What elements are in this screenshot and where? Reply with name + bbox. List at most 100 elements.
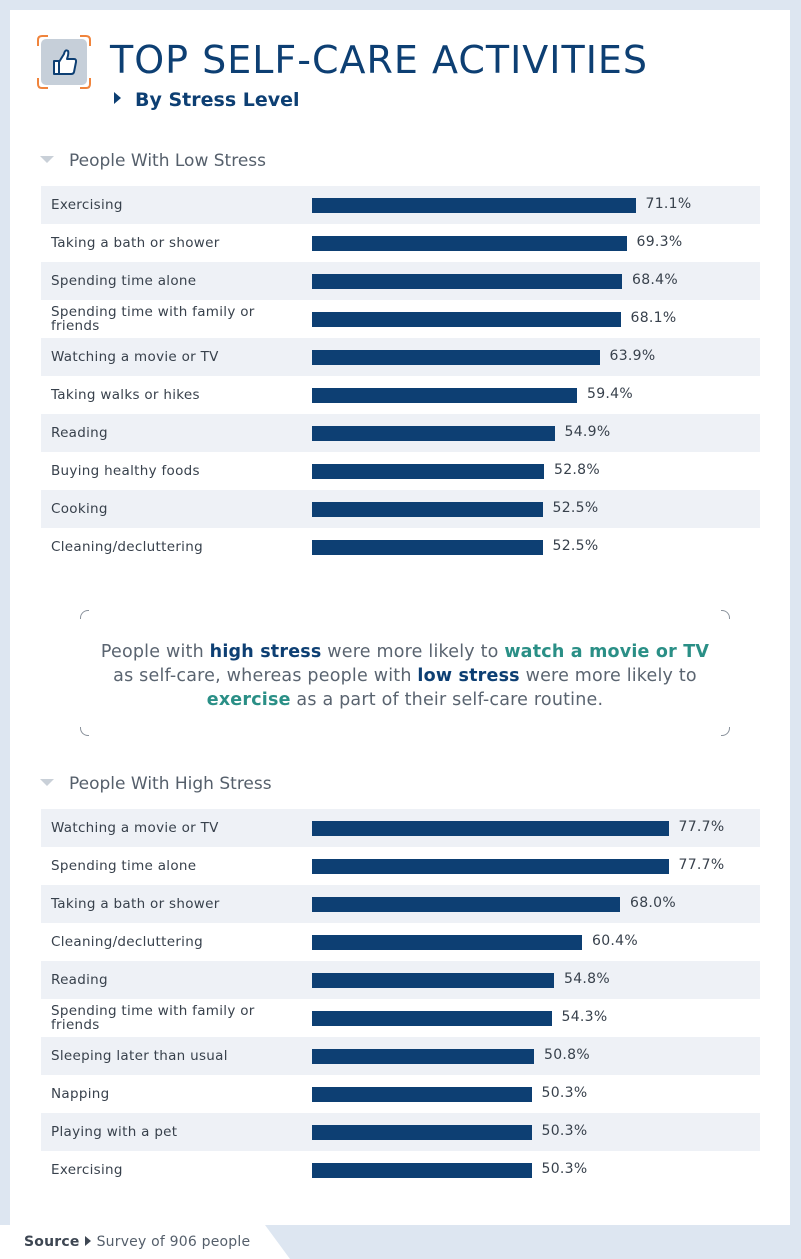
category-label: Exercising <box>51 1162 123 1178</box>
bar <box>312 859 669 874</box>
bar-row: Exercising 50.3% <box>41 1151 760 1189</box>
category-label: Spending time alone <box>51 273 197 289</box>
value-label: 77.7% <box>678 857 725 873</box>
bar-row: Exercising 71.1% <box>41 186 760 224</box>
bar <box>312 312 621 327</box>
value-label: 68.0% <box>630 895 676 911</box>
category-label: Napping <box>51 1086 110 1102</box>
category-label: Cooking <box>51 501 108 517</box>
source-footer: Source Survey of 906 people <box>0 1225 290 1259</box>
caret-down-icon <box>40 156 54 163</box>
bar <box>312 821 669 836</box>
bar <box>312 897 620 912</box>
callout-watch-tv: watch a movie or TV <box>504 642 710 662</box>
value-label: 54.9% <box>564 424 611 440</box>
category-label: Sleeping later than usual <box>51 1048 228 1064</box>
bar <box>312 1049 534 1064</box>
bar <box>312 274 622 289</box>
value-label: 68.1% <box>630 310 677 326</box>
bar <box>312 426 555 441</box>
value-label: 71.1% <box>645 196 692 212</box>
category-label: Taking a bath or shower <box>51 235 220 251</box>
value-label: 68.4% <box>632 272 678 288</box>
low-stress-chart: Exercising 71.1% Taking a bath or shower 69… <box>41 186 760 566</box>
value-label: 52.5% <box>552 500 599 516</box>
category-label: Watching a movie or TV <box>51 349 219 365</box>
value-label: 60.4% <box>592 933 638 949</box>
value-label: 63.9% <box>609 348 656 364</box>
bar-row: Spending time alone 68.4% <box>41 262 760 300</box>
high-stress-chart: Watching a movie or TV 77.7% Spending time… <box>41 809 760 1189</box>
bar <box>312 973 554 988</box>
bar <box>312 540 543 555</box>
category-label: Taking a bath or shower <box>51 896 220 912</box>
source-label: Source <box>24 1234 80 1250</box>
bar-row: Spending time with family or friends 68.1… <box>41 300 760 338</box>
category-label: Reading <box>51 425 108 441</box>
category-label: Cleaning/decluttering <box>51 539 203 555</box>
bar <box>312 464 544 479</box>
category-label: Taking walks or hikes <box>51 387 200 403</box>
bar-row: Spending time with family or friends 54.3… <box>41 999 760 1037</box>
value-label: 52.8% <box>554 462 600 478</box>
bar-row: Cooking 52.5% <box>41 490 760 528</box>
category-label: Reading <box>51 972 108 988</box>
bar <box>312 935 582 950</box>
infographic-card: TOP SELF-CARE ACTIVITIES By Stress Level… <box>10 10 790 1225</box>
category-label: Spending time with family or friends <box>51 304 255 334</box>
bar <box>312 198 636 213</box>
bar-row: Reading 54.9% <box>41 414 760 452</box>
category-label: Playing with a pet <box>51 1124 178 1140</box>
category-label: Exercising <box>51 197 123 213</box>
bar <box>312 502 543 517</box>
value-label: 50.3% <box>541 1085 588 1101</box>
bar <box>312 1087 532 1102</box>
value-label: 69.3% <box>636 234 683 250</box>
bar-row: Sleeping later than usual 50.8% <box>41 1037 760 1075</box>
bar-row: Cleaning/decluttering 52.5% <box>41 528 760 566</box>
bar-row: Taking a bath or shower 69.3% <box>41 224 760 262</box>
source-text: Survey of 906 people <box>96 1234 251 1250</box>
value-label: 54.8% <box>564 971 610 987</box>
caret-right-icon <box>114 92 121 104</box>
low-stress-title: People With Low Stress <box>69 151 267 171</box>
bar-row: Playing with a pet 50.3% <box>41 1113 760 1151</box>
value-label: 59.4% <box>587 386 633 402</box>
page-title: TOP SELF-CARE ACTIVITIES <box>110 38 649 82</box>
callout-box: People with high stress were more likely… <box>80 610 730 736</box>
callout-text: People with high stress were more likely… <box>100 642 710 710</box>
bar-row: Taking a bath or shower 68.0% <box>41 885 760 923</box>
value-label: 50.3% <box>541 1161 588 1177</box>
value-label: 50.3% <box>541 1123 588 1139</box>
bar-row: Buying healthy foods 52.8% <box>41 452 760 490</box>
bar <box>312 388 577 403</box>
bar-row: Spending time alone 77.7% <box>41 847 760 885</box>
value-label: 52.5% <box>552 538 599 554</box>
bar <box>312 1163 532 1178</box>
value-label: 77.7% <box>678 819 725 835</box>
callout-high-stress: high stress <box>209 642 322 662</box>
category-label: Watching a movie or TV <box>51 820 219 836</box>
callout-low-stress: low stress <box>417 666 520 686</box>
bar-row: Reading 54.8% <box>41 961 760 999</box>
bar-row: Taking walks or hikes 59.4% <box>41 376 760 414</box>
bar <box>312 1125 532 1140</box>
thumbs-up-icon <box>37 35 91 89</box>
category-label: Spending time alone <box>51 858 197 874</box>
bar-row: Watching a movie or TV 63.9% <box>41 338 760 376</box>
category-label: Buying healthy foods <box>51 463 200 479</box>
page-subtitle: By Stress Level <box>114 89 300 111</box>
high-stress-title: People With High Stress <box>69 774 272 794</box>
bar <box>312 1011 552 1026</box>
callout-exercise: exercise <box>206 690 291 710</box>
value-label: 54.3% <box>561 1009 608 1025</box>
category-label: Cleaning/decluttering <box>51 934 203 950</box>
caret-right-icon <box>84 1236 91 1246</box>
bar-row: Napping 50.3% <box>41 1075 760 1113</box>
caret-down-icon <box>40 779 54 786</box>
value-label: 50.8% <box>544 1047 590 1063</box>
subtitle-text: By Stress Level <box>135 89 300 111</box>
bar <box>312 350 600 365</box>
bar <box>312 236 627 251</box>
bar-row: Cleaning/decluttering 60.4% <box>41 923 760 961</box>
